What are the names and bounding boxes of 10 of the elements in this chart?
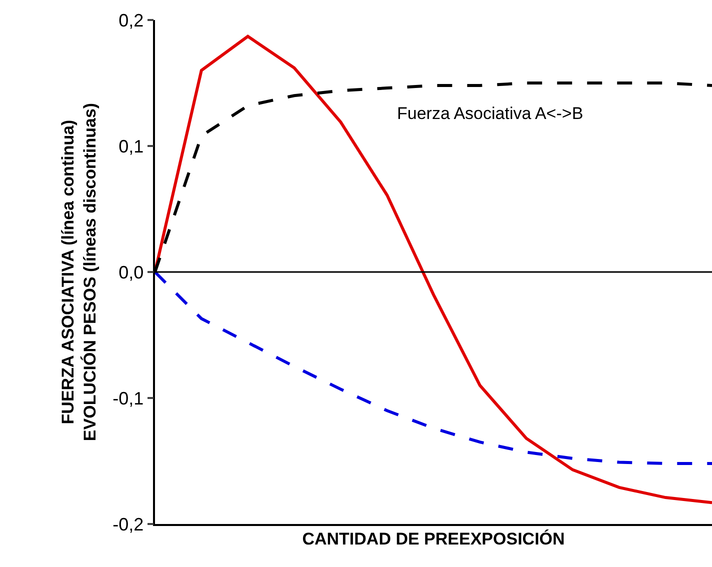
y-tick-label: -0,2 [112,514,144,534]
y-tick-label: -0,1 [112,388,144,408]
y-axis-title: FUERZA ASOCIATIVA (línea continua) EVOLUCIÓN PESOS (líneas discontinuas) [58,102,100,442]
line-series [155,34,712,504]
line-series [155,270,712,466]
y-tick-label: 0,2 [118,10,144,30]
y-tick-label: 0,0 [118,262,144,282]
annotation: Fuerza Asociativa A<->B [397,104,584,123]
x-axis-title: CANTIDAD DE PREEXPOSICIÓN [302,528,565,549]
y-tick-label: 0,1 [118,136,144,156]
